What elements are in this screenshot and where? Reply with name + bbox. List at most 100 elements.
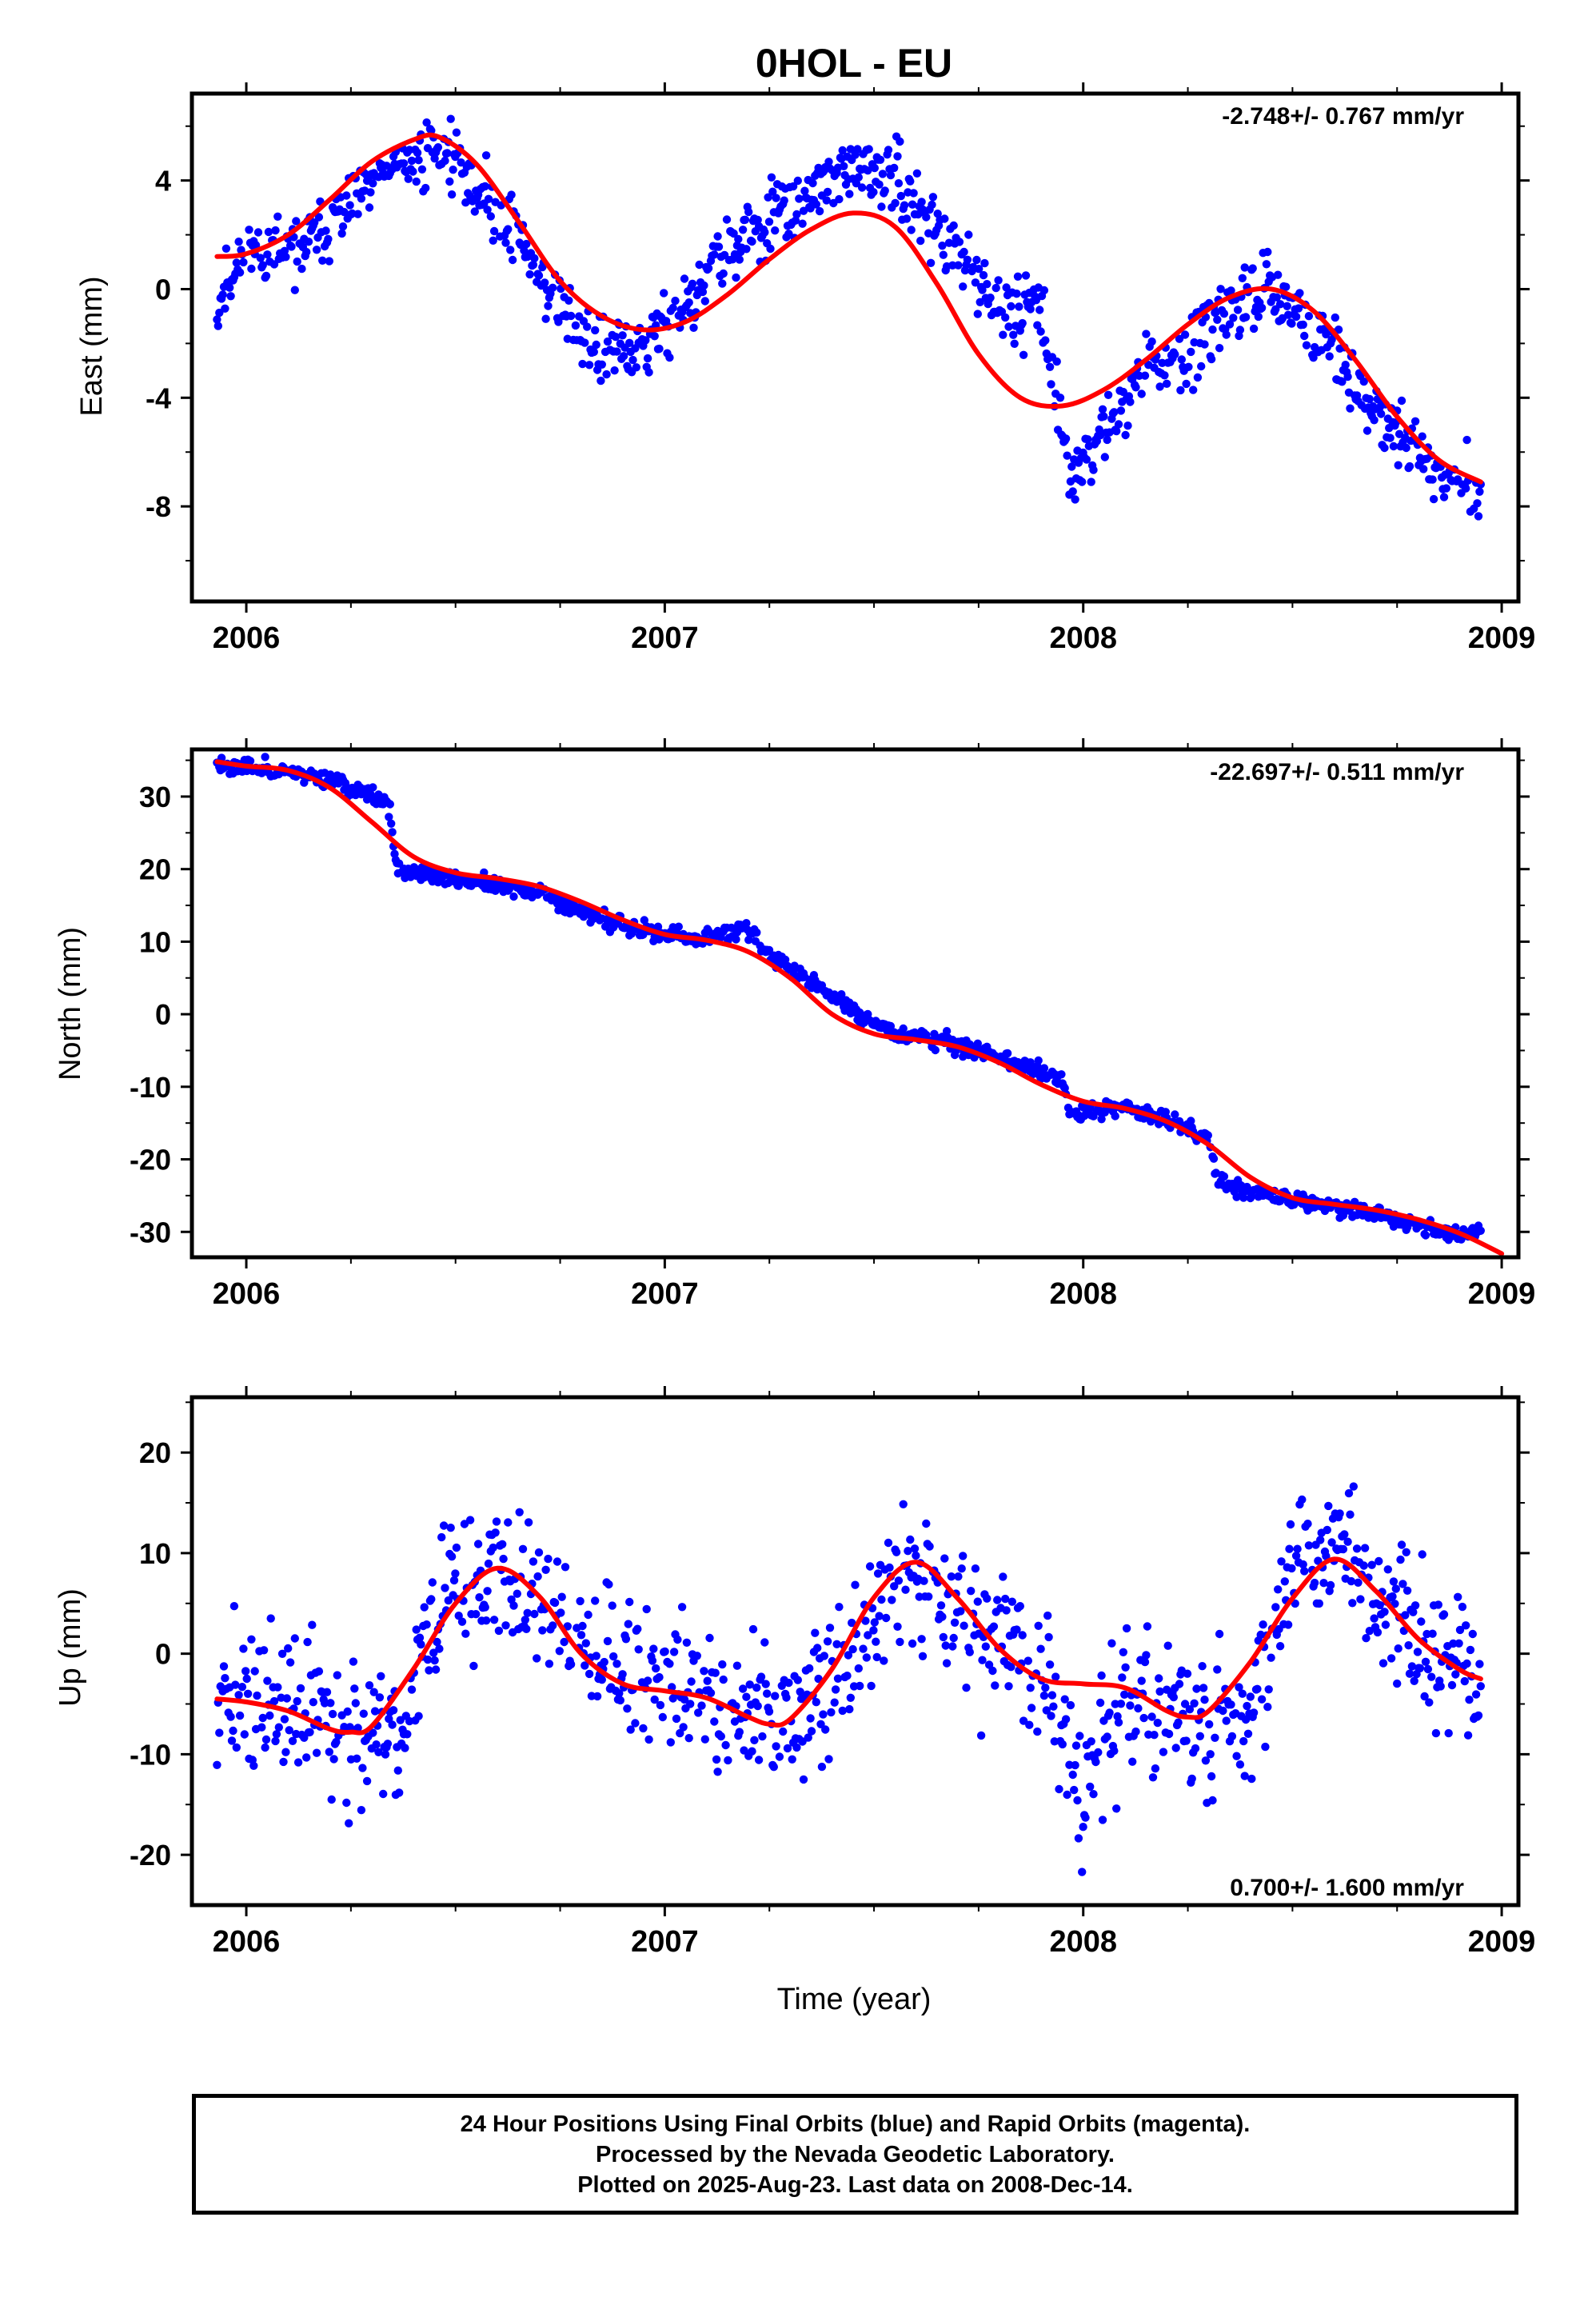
east-data-point	[896, 137, 904, 146]
up-data-point	[533, 1572, 542, 1581]
up-data-point	[799, 1775, 808, 1784]
east-data-point	[1171, 350, 1179, 359]
east-data-point	[704, 264, 713, 273]
east-data-point	[541, 278, 549, 287]
east-data-point	[221, 244, 231, 253]
up-data-point	[560, 1637, 569, 1647]
east-data-point	[864, 145, 873, 154]
up-data-point	[522, 1624, 531, 1634]
east-data-point	[281, 253, 290, 262]
up-data-point	[303, 1637, 312, 1647]
up-data-point	[976, 1731, 986, 1740]
east-data-point	[938, 242, 947, 250]
east-data-point	[251, 241, 261, 250]
north-data-point	[752, 928, 761, 937]
east-data-point	[1338, 378, 1347, 386]
up-data-point	[807, 1727, 816, 1736]
up-data-point	[1404, 1641, 1413, 1650]
east-data-point	[234, 238, 243, 246]
up-data-point	[433, 1637, 441, 1647]
footer-line-2: Processed by the Nevada Geodetic Laborat…	[596, 2141, 1115, 2167]
up-data-point	[1460, 1676, 1470, 1686]
up-data-point	[524, 1518, 533, 1527]
east-data-point	[949, 221, 958, 230]
up-data-point	[894, 1576, 904, 1585]
up-data-point	[431, 1665, 441, 1674]
up-data-point	[792, 1743, 801, 1752]
up-data-point	[738, 1684, 748, 1693]
up-data-point	[395, 1788, 404, 1797]
east-data-point	[412, 177, 421, 186]
up-data-point	[1247, 1774, 1256, 1784]
east-data-point	[610, 366, 619, 375]
east-data-point	[768, 187, 777, 196]
up-data-point	[494, 1626, 504, 1636]
up-data-point	[461, 1629, 470, 1638]
up-data-point	[1449, 1639, 1458, 1648]
up-data-point	[1393, 1679, 1402, 1688]
north-x-tick-label: 2008	[1049, 1277, 1117, 1311]
up-data-point	[1068, 1770, 1077, 1780]
up-data-point	[1118, 1673, 1127, 1682]
east-data-point	[273, 212, 282, 221]
up-data-point	[381, 1750, 390, 1759]
east-data-point	[218, 290, 227, 299]
east-data-point	[357, 194, 366, 203]
up-data-point	[1410, 1676, 1418, 1685]
east-data-point	[571, 321, 581, 330]
east-data-point	[342, 191, 351, 200]
east-data-point	[1331, 313, 1340, 322]
up-data-point	[813, 1644, 822, 1652]
up-data-point	[625, 1597, 634, 1607]
up-data-point	[748, 1624, 758, 1634]
east-data-point	[1254, 312, 1263, 322]
up-data-point	[1175, 1680, 1184, 1688]
north-data-point	[931, 1045, 940, 1055]
north-model-line	[214, 759, 1505, 1256]
up-data-point	[639, 1724, 648, 1733]
east-data-point	[975, 265, 984, 274]
east-data-point	[1343, 372, 1352, 382]
east-data-point	[1013, 272, 1023, 281]
up-data-point	[1025, 1720, 1034, 1729]
up-data-point	[1091, 1757, 1100, 1767]
up-data-point	[1183, 1669, 1192, 1678]
east-data-point	[470, 207, 479, 216]
up-data-point	[1286, 1520, 1295, 1529]
east-data-point	[324, 234, 333, 244]
east-data-point	[700, 281, 708, 290]
north-data-point	[1209, 1154, 1219, 1163]
east-data-point	[263, 250, 272, 259]
up-data-point	[362, 1776, 372, 1786]
east-data-point	[566, 311, 576, 321]
up-data-point	[585, 1669, 594, 1679]
up-data-point	[1205, 1720, 1214, 1729]
up-data-point	[1324, 1501, 1333, 1511]
up-data-point	[925, 1542, 934, 1551]
up-data-point	[753, 1701, 762, 1711]
up-data-point	[550, 1598, 560, 1608]
up-data-point	[523, 1608, 532, 1618]
up-data-point	[388, 1720, 397, 1729]
up-data-point	[427, 1595, 436, 1604]
east-data-point	[1462, 435, 1471, 445]
up-data-point	[576, 1596, 585, 1606]
up-data-point	[241, 1667, 250, 1676]
east-x-tick-label: 2009	[1468, 621, 1536, 655]
up-data-point	[1389, 1577, 1398, 1586]
up-data-point	[1339, 1544, 1348, 1554]
up-data-point	[1402, 1548, 1410, 1557]
up-data-point	[706, 1688, 716, 1697]
up-data-point	[885, 1563, 894, 1572]
east-data-point	[578, 359, 587, 369]
up-data-point	[1187, 1774, 1196, 1784]
up-data-point	[577, 1631, 586, 1640]
east-data-point	[1263, 247, 1272, 257]
up-data-point	[1291, 1552, 1301, 1560]
up-data-point	[229, 1726, 237, 1736]
up-data-point	[642, 1604, 651, 1614]
up-data-point	[345, 1819, 353, 1828]
up-data-point	[1310, 1578, 1319, 1588]
east-data-point	[1087, 477, 1095, 486]
east-data-point	[409, 167, 417, 176]
